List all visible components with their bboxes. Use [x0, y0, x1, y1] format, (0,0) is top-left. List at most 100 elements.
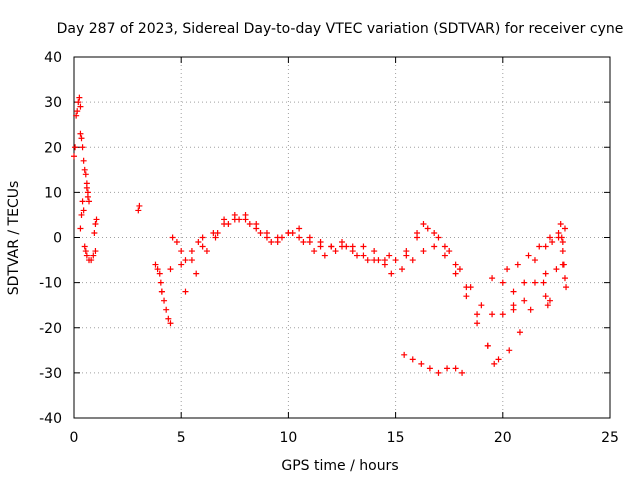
- data-point: [431, 229, 438, 236]
- data-point: [474, 311, 481, 318]
- data-point: [478, 302, 485, 309]
- data-point: [156, 270, 163, 277]
- data-point: [546, 297, 553, 304]
- data-point: [371, 248, 378, 255]
- data-point: [92, 248, 99, 255]
- data-point: [510, 302, 517, 309]
- data-point: [199, 243, 206, 250]
- data-point: [263, 229, 270, 236]
- data-point: [444, 365, 451, 372]
- y-tick-label: 40: [44, 50, 62, 66]
- data-point: [82, 171, 89, 178]
- data-point: [463, 284, 470, 291]
- data-point: [561, 275, 568, 282]
- data-point: [558, 234, 565, 241]
- data-point: [531, 279, 538, 286]
- series-early-spike-b: [72, 94, 91, 196]
- data-point: [555, 229, 562, 236]
- x-tick-label: 10: [279, 430, 297, 446]
- data-point: [521, 279, 528, 286]
- data-point: [268, 239, 275, 246]
- series-end-rise-c: [504, 225, 568, 273]
- data-point: [424, 225, 431, 232]
- data-point: [163, 306, 170, 313]
- data-point: [392, 257, 399, 264]
- data-point: [77, 130, 84, 137]
- x-tick-label: 5: [177, 430, 186, 446]
- data-point: [90, 252, 97, 259]
- data-point: [71, 153, 77, 160]
- data-point: [489, 311, 496, 318]
- data-point: [418, 360, 425, 367]
- data-point: [559, 248, 566, 255]
- series-end-22h-drop: [540, 279, 553, 309]
- data-point: [420, 220, 427, 227]
- series-early-spike-a: [71, 99, 93, 205]
- data-point: [88, 257, 95, 264]
- data-point: [91, 229, 98, 236]
- data-point: [504, 266, 511, 273]
- data-point: [246, 220, 253, 227]
- data-point: [339, 239, 345, 246]
- data-point: [426, 365, 433, 372]
- data-point: [514, 261, 521, 268]
- y-tick-label: 20: [44, 140, 62, 156]
- data-point: [195, 239, 202, 246]
- data-point: [169, 234, 176, 241]
- data-point: [499, 311, 506, 318]
- data-point: [178, 248, 185, 255]
- data-point: [306, 234, 313, 241]
- data-point: [193, 270, 200, 277]
- data-point: [495, 356, 502, 363]
- y-axis-label: SDTVAR / TECUs: [6, 181, 22, 296]
- data-point: [225, 220, 232, 227]
- x-tick-label: 25: [601, 430, 619, 446]
- data-point: [296, 225, 303, 232]
- data-point: [86, 198, 93, 205]
- data-point: [463, 293, 470, 300]
- data-point: [296, 234, 303, 241]
- data-point: [242, 211, 249, 218]
- data-point: [161, 297, 168, 304]
- data-point: [525, 252, 532, 259]
- data-point: [152, 261, 159, 268]
- data-point: [542, 243, 549, 250]
- x-axis-label: GPS time / hours: [281, 458, 398, 474]
- data-point: [561, 225, 568, 232]
- data-point: [173, 239, 180, 246]
- series-end-rise: [510, 234, 566, 309]
- y-tick-labels: -40 -30 -20 -10 0 10 20 30 40: [39, 50, 62, 427]
- data-point: [321, 252, 328, 259]
- series-arc-main-lower: [182, 216, 393, 295]
- data-point: [388, 270, 395, 277]
- data-point: [178, 261, 185, 268]
- y-tick-label: -40: [39, 411, 62, 427]
- data-point: [78, 211, 85, 218]
- series-end-vertical: [557, 220, 570, 291]
- data-point: [563, 284, 570, 291]
- data-point: [452, 365, 459, 372]
- y-tick-label: 10: [44, 185, 62, 201]
- data-point: [474, 320, 481, 327]
- data-point: [401, 351, 408, 358]
- data-point: [84, 189, 91, 196]
- data-point: [328, 243, 335, 250]
- series-arc-main-upper: [212, 211, 378, 255]
- data-point: [77, 225, 84, 232]
- data-point: [83, 252, 90, 259]
- grid-lines: [74, 57, 610, 418]
- data-point: [81, 166, 88, 173]
- data-point: [381, 261, 388, 268]
- data-point: [386, 252, 393, 259]
- data-point: [136, 202, 143, 209]
- data-points: [71, 94, 570, 376]
- data-point: [167, 320, 174, 327]
- y-tick-label: 30: [44, 95, 62, 111]
- data-point: [414, 229, 421, 236]
- data-point: [343, 243, 350, 250]
- y-tick-label: 0: [53, 231, 62, 247]
- data-point: [212, 234, 219, 241]
- data-point: [236, 216, 243, 223]
- data-point: [540, 279, 547, 286]
- data-point: [409, 257, 416, 264]
